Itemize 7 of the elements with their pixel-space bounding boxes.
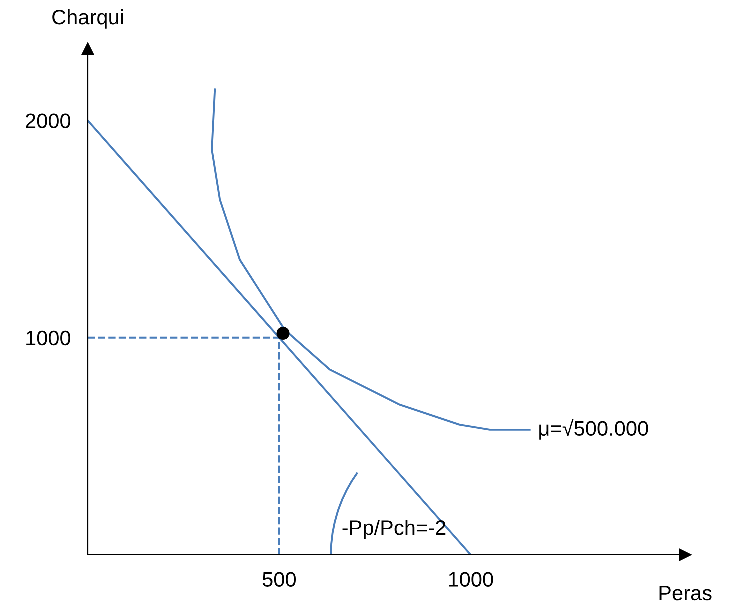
x-tick-label: 500 (262, 572, 296, 587)
annotation: -Pp/Pch=-2 (342, 520, 446, 540)
x-axis-title: Peras (660, 586, 712, 601)
annotation: μ=√500.000 (540, 419, 648, 440)
y-tick-label: 2000 (26, 114, 71, 128)
line-series (211, 88, 531, 431)
y-axis-title: Charqui (52, 9, 124, 29)
